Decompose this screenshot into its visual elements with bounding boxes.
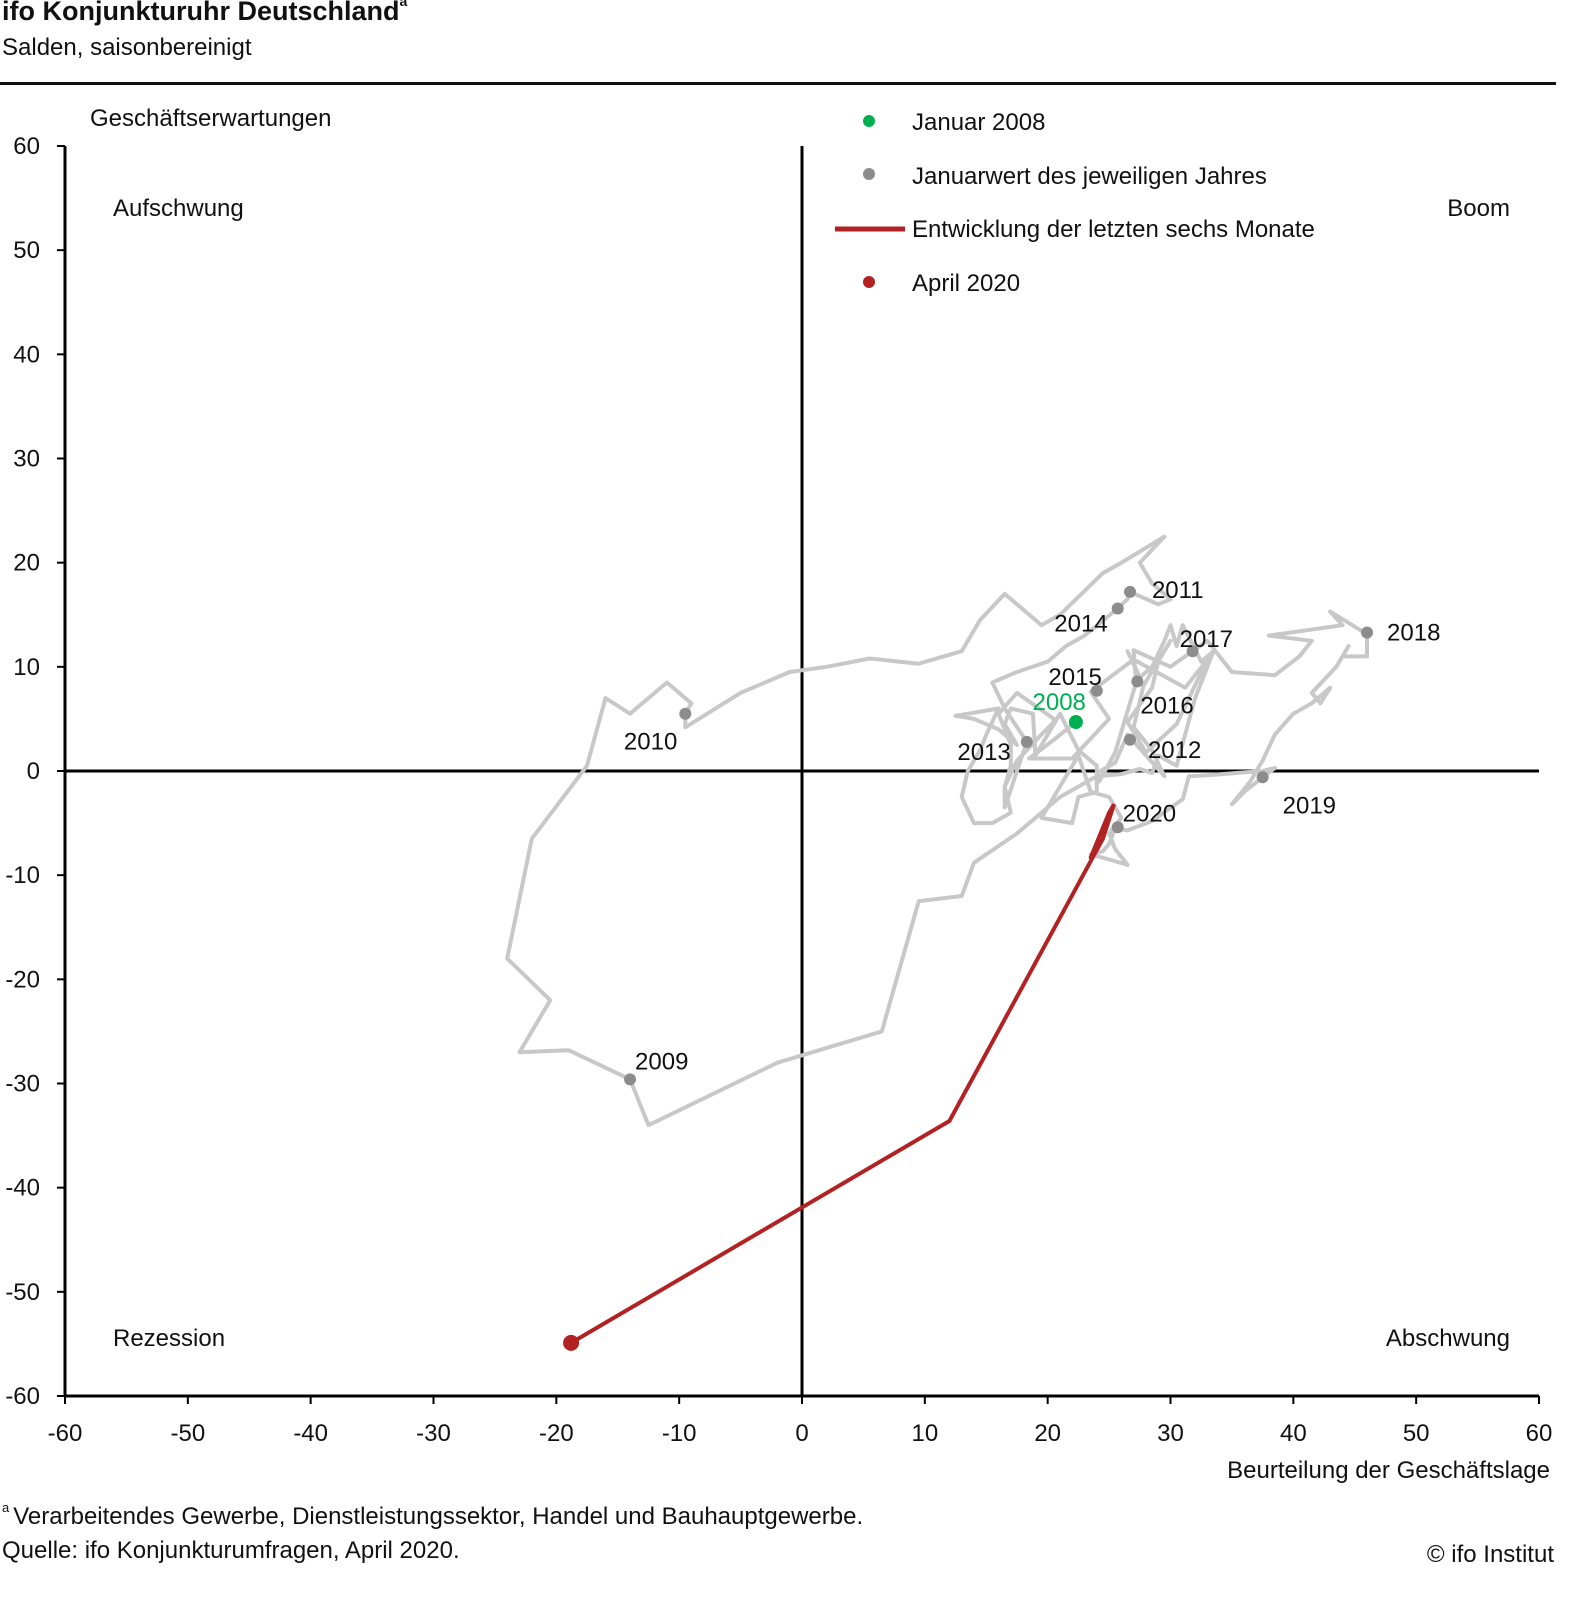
x-tick-label: -60 xyxy=(48,1420,83,1447)
january-point-label: 2013 xyxy=(957,739,1010,766)
january-point-label: 2014 xyxy=(1054,611,1107,638)
january-point xyxy=(1020,735,1033,748)
x-tick-label: 40 xyxy=(1280,1420,1307,1447)
january-point xyxy=(1111,602,1124,615)
january-point xyxy=(1090,684,1103,697)
legend-label-start: Januar 2008 xyxy=(912,109,1045,136)
x-tick-label: -40 xyxy=(293,1420,328,1447)
january-point xyxy=(624,1073,637,1086)
chart-title-text: ifo Konjunkturuhr Deutschland xyxy=(2,0,400,26)
quadrant-label-bottom-right: Abschwung xyxy=(1386,1325,1510,1352)
y-tick-label: 60 xyxy=(13,133,40,160)
y-tick-label: 0 xyxy=(27,758,40,785)
y-tick-label: 10 xyxy=(13,654,40,681)
footnote: a Verarbeitendes Gewerbe, Dienstleistungs… xyxy=(2,1500,864,1531)
legend-end-dot xyxy=(863,276,875,288)
y-tick-label: -30 xyxy=(5,1071,40,1098)
y-tick-label: 30 xyxy=(13,446,40,473)
recent-layer xyxy=(569,803,1116,1345)
january-point-label: 2020 xyxy=(1123,800,1176,827)
footnote-text: Verarbeitendes Gewerbe, Dienstleistungss… xyxy=(13,1503,864,1530)
x-tick-label: -30 xyxy=(416,1420,451,1447)
legend-start-dot xyxy=(863,115,875,127)
business-clock-chart: -60 -50 -40 -30 -20 -10 0 10 20 30 40 50 60 -60 -50 -40… xyxy=(5,105,1552,1484)
january-point-label: 2017 xyxy=(1180,626,1233,653)
y-tick-label: -20 xyxy=(5,966,40,993)
january-point-label: 2019 xyxy=(1283,792,1336,819)
points-layer xyxy=(563,585,1374,1351)
header-rule xyxy=(0,82,1556,85)
legend-label-year: Januarwert des jeweiligen Jahres xyxy=(912,163,1267,190)
y-tick-label: -60 xyxy=(5,1383,40,1410)
x-tick-label: 50 xyxy=(1403,1420,1430,1447)
x-tick-label: 10 xyxy=(911,1420,938,1447)
history-layer xyxy=(505,534,1369,1128)
history-path-line xyxy=(505,534,1369,1128)
ticks-layer: -60 -50 -40 -30 -20 -10 0 10 20 30 40 50 60 -60 -50 -40… xyxy=(5,133,1552,1447)
y-tick-label: 50 xyxy=(13,237,40,264)
quadrant-label-top-right: Boom xyxy=(1447,195,1510,222)
x-tick-label: 30 xyxy=(1157,1420,1184,1447)
january-point xyxy=(679,707,692,720)
start-point-label: 2008 xyxy=(1033,689,1086,716)
chart-subtitle: Salden, saisonbereinigt xyxy=(2,34,252,61)
january-point-label: 2015 xyxy=(1048,664,1101,691)
january-point xyxy=(1123,585,1136,598)
y-axis-label: Geschäftserwartungen xyxy=(90,105,331,132)
january-point-label: 2012 xyxy=(1148,737,1201,764)
y-tick-label: 40 xyxy=(13,341,40,368)
y-tick-label: -50 xyxy=(5,1279,40,1306)
january-point xyxy=(1186,645,1199,658)
chart-title: ifo Konjunkturuhr Deutschlanda xyxy=(2,0,407,27)
x-tick-label: 20 xyxy=(1034,1420,1061,1447)
footnote-mark: a xyxy=(2,1500,10,1515)
x-tick-label: -10 xyxy=(662,1420,697,1447)
end-point xyxy=(563,1334,580,1351)
legend: Januar 2008 Januarwert des jeweiligen Ja… xyxy=(835,109,1315,297)
quadrant-label-bottom-left: Rezession xyxy=(113,1325,225,1352)
x-tick-label: 0 xyxy=(795,1420,808,1447)
y-tick-label: 20 xyxy=(13,550,40,577)
recent-path-line xyxy=(569,803,1116,1345)
january-point-label: 2018 xyxy=(1387,619,1440,646)
january-point-label: 2009 xyxy=(635,1048,688,1075)
x-axis-label: Beurteilung der Geschäftslage xyxy=(1227,1457,1550,1484)
january-point xyxy=(1256,771,1269,784)
legend-label-end: April 2020 xyxy=(912,270,1020,297)
x-tick-label: -50 xyxy=(170,1420,205,1447)
january-point xyxy=(1123,733,1136,746)
legend-label-recent: Entwicklung der letzten sechs Monate xyxy=(912,216,1315,243)
x-tick-label: 60 xyxy=(1526,1420,1553,1447)
january-point xyxy=(1111,821,1124,834)
title-footnote-mark: a xyxy=(399,0,408,9)
january-point xyxy=(1131,675,1144,688)
start-point xyxy=(1068,715,1083,730)
january-point xyxy=(1361,626,1374,639)
legend-year-dot xyxy=(863,168,875,180)
january-point-label: 2011 xyxy=(1152,577,1204,604)
source-note: Quelle: ifo Konjunkturumfragen, April 20… xyxy=(2,1537,460,1564)
january-point-label: 2016 xyxy=(1140,692,1193,719)
labels-layer: 2009 2010 2011 2012 2013 2014 2015 2016 2017 2018… xyxy=(624,577,1441,1076)
january-point-label: 2010 xyxy=(624,729,677,756)
y-tick-label: -10 xyxy=(5,862,40,889)
y-tick-label: -40 xyxy=(5,1175,40,1202)
quadrant-label-top-left: Aufschwung xyxy=(113,195,244,222)
copyright: © ifo Institut xyxy=(1426,1541,1554,1568)
x-tick-label: -20 xyxy=(539,1420,574,1447)
